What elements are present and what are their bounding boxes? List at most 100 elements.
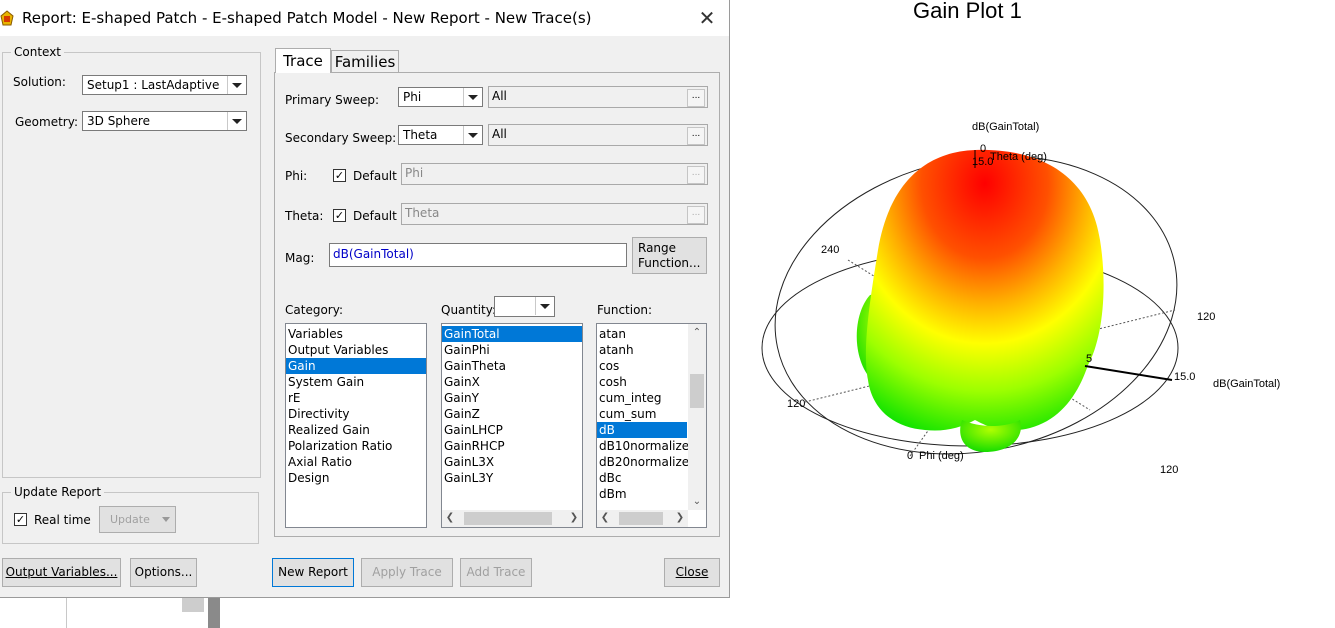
tab-trace-label: Trace [283, 52, 323, 70]
quantity-list-item[interactable]: GainTheta [444, 359, 506, 373]
solution-value: Setup1 : LastAdaptive [87, 78, 220, 92]
phi-field[interactable]: Phi ... [401, 163, 708, 185]
chevron-down-icon[interactable]: ⌄ [692, 496, 702, 507]
function-list-item[interactable]: atanh [599, 343, 634, 357]
scroll-thumb[interactable] [690, 374, 704, 408]
category-list-item[interactable]: Gain [286, 358, 426, 374]
function-list-item[interactable]: cum_sum [599, 407, 657, 421]
quantity-filter-select[interactable] [494, 296, 555, 317]
phi-default-checkbox[interactable]: ✓ [333, 169, 346, 182]
output-variables-button[interactable]: Output Variables... [2, 558, 121, 587]
chevron-left-icon[interactable]: ❮ [600, 512, 610, 523]
close-label: Close [675, 565, 709, 579]
quantity-list-item[interactable]: GainY [444, 391, 479, 405]
category-list-item[interactable]: System Gain [288, 375, 365, 389]
apply-trace-button[interactable]: Apply Trace [361, 558, 453, 587]
radiation-pattern-body [865, 149, 1104, 431]
chevron-down-icon[interactable] [463, 88, 482, 106]
chevron-down-icon[interactable] [535, 297, 554, 315]
mag-input[interactable]: dB(GainTotal) [329, 243, 627, 267]
options-button[interactable]: Options... [130, 558, 197, 587]
quantity-list-item[interactable]: GainZ [444, 407, 480, 421]
update-button[interactable]: Update [99, 506, 176, 533]
dialog-titlebar[interactable]: Report: E-shaped Patch - E-shaped Patch … [0, 0, 729, 36]
scroll-thumb[interactable] [619, 512, 663, 525]
theta-default-checkbox[interactable]: ✓ [333, 209, 346, 222]
function-hscrollbar[interactable]: ❮ ❯ [597, 510, 688, 527]
quantity-hscrollbar[interactable]: ❮ ❯ [442, 510, 582, 527]
tab-trace[interactable]: Trace [275, 48, 331, 73]
chevron-up-icon[interactable]: ⌃ [692, 327, 702, 338]
new-report-button[interactable]: New Report [272, 558, 354, 587]
radiation-lobe-bottom [960, 420, 1021, 452]
range-function-button[interactable]: Range Function... [632, 237, 707, 274]
category-list-item[interactable]: rE [288, 391, 301, 405]
category-label: Category: [285, 303, 343, 317]
gain-plot-3d[interactable] [740, 100, 1320, 500]
primary-sweep-ellipsis-button[interactable]: ... [687, 89, 705, 107]
plot-tick-120-bottom: 120 [1160, 464, 1179, 476]
primary-sweep-range-field[interactable]: All ... [488, 86, 708, 108]
context-group-title: Context [11, 45, 65, 59]
quantity-list-item[interactable]: GainX [444, 375, 480, 389]
category-list-item[interactable]: Axial Ratio [288, 455, 352, 469]
add-trace-button[interactable]: Add Trace [460, 558, 532, 587]
quantity-list-item[interactable]: GainPhi [444, 343, 490, 357]
close-icon[interactable]: ✕ [698, 6, 716, 30]
geometry-select[interactable]: 3D Sphere [82, 111, 247, 131]
quantity-list-item[interactable]: GainRHCP [444, 439, 505, 453]
quantity-list-item[interactable]: GainL3X [444, 455, 495, 469]
secondary-sweep-select[interactable]: Theta [398, 125, 483, 145]
function-list-item[interactable]: dBc [599, 471, 622, 485]
category-list-item[interactable]: Realized Gain [288, 423, 370, 437]
update-button-label: Update [110, 513, 150, 526]
quantity-list-item[interactable]: GainTotal [442, 326, 582, 342]
category-list[interactable]: Variables Output Variables Gain System Gain… [285, 323, 427, 528]
function-list-item[interactable]: dB10normalize [599, 439, 690, 453]
tab-families[interactable]: Families [331, 50, 399, 73]
chevron-right-icon[interactable]: ❯ [569, 512, 579, 523]
theta-default-label: Default [353, 209, 397, 223]
chevron-down-icon[interactable] [463, 126, 482, 144]
primary-sweep-select[interactable]: Phi [398, 87, 483, 107]
function-list-item[interactable]: cos [599, 359, 620, 373]
category-list-item[interactable]: Polarization Ratio [288, 439, 393, 453]
divider [66, 598, 67, 628]
primary-sweep-label: Primary Sweep: [285, 93, 380, 107]
theta-field[interactable]: Theta ... [401, 203, 708, 225]
chevron-right-icon[interactable]: ❯ [675, 512, 685, 523]
quantity-list[interactable]: GainTotal GainPhi GainTheta GainX GainY GainZ… [441, 323, 583, 528]
theta-label: Theta: [285, 209, 324, 223]
function-list-item[interactable]: dBm [599, 487, 627, 501]
scroll-thumb[interactable] [464, 512, 552, 525]
quantity-list-item[interactable]: GainLHCP [444, 423, 503, 437]
plot-tick-120-right: 120 [1197, 311, 1216, 323]
plot-tick-0-top: 0 [980, 143, 987, 155]
function-list-item[interactable]: dB20normalize [599, 455, 690, 469]
function-list-item[interactable]: dB [597, 422, 687, 438]
secondary-sweep-range-field[interactable]: All ... [488, 124, 708, 146]
plot-tick-5: 5 [1086, 353, 1093, 365]
function-list-item[interactable]: atan [599, 327, 627, 341]
realtime-checkbox[interactable]: ✓ [14, 513, 27, 526]
category-list-item[interactable]: Output Variables [288, 343, 389, 357]
theta-ellipsis-button[interactable]: ... [687, 206, 705, 224]
function-vscrollbar[interactable]: ⌃ ⌄ [688, 324, 706, 510]
chevron-down-icon[interactable] [227, 76, 246, 94]
secondary-sweep-ellipsis-button[interactable]: ... [687, 127, 705, 145]
function-list-item[interactable]: cosh [599, 375, 627, 389]
chevron-down-icon[interactable] [227, 112, 246, 130]
solution-select[interactable]: Setup1 : LastAdaptive [82, 75, 247, 95]
function-list[interactable]: atan atanh cos cosh cum_integ cum_sum dB dB10no… [596, 323, 707, 528]
category-list-item[interactable]: Design [288, 471, 330, 485]
chevron-left-icon[interactable]: ❮ [445, 512, 455, 523]
function-list-item[interactable]: cum_integ [599, 391, 662, 405]
plot-tick-240: 240 [821, 244, 840, 256]
quantity-list-item[interactable]: GainL3Y [444, 471, 494, 485]
report-dialog: Report: E-shaped Patch - E-shaped Patch … [0, 0, 730, 598]
category-list-item[interactable]: Directivity [288, 407, 350, 421]
category-list-item[interactable]: Variables [288, 327, 343, 341]
close-button[interactable]: Close [664, 558, 720, 587]
phi-ellipsis-button[interactable]: ... [687, 166, 705, 184]
function-label: Function: [597, 303, 653, 317]
